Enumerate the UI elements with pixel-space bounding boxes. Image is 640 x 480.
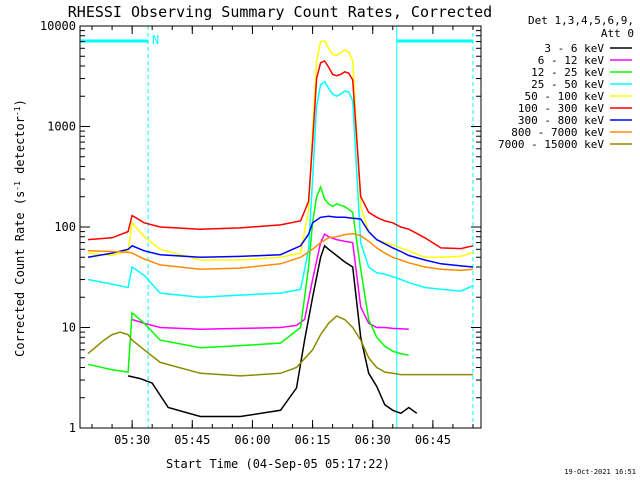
- series-line-6-12-kev: [131, 233, 409, 331]
- y-tick-label: 10: [62, 321, 76, 335]
- legend-label: 50 - 100 keV: [525, 90, 605, 103]
- x-tick-label: 05:30: [114, 433, 150, 447]
- x-tick-label: 05:45: [174, 433, 210, 447]
- night-interval-markers: [79, 26, 474, 428]
- legend-header-line1: Det 1,3,4,5,6,9,: [528, 14, 634, 27]
- x-tick-label: 06:45: [415, 433, 451, 447]
- series-line-50-100-kev: [87, 40, 474, 261]
- y-tick-label: 10000: [40, 19, 76, 33]
- y-tick-label: 1000: [47, 120, 76, 134]
- y-tick-label: 1: [69, 421, 76, 435]
- y-axis: 1 10 100 1000 10000: [40, 19, 481, 435]
- series-line-3-6-kev: [127, 244, 418, 418]
- annotation-n: N: [152, 33, 159, 47]
- series-line-100-300-kev: [87, 59, 474, 250]
- legend-label: 3 - 6 keV: [544, 42, 604, 55]
- series-line-12-25-kev: [87, 184, 409, 373]
- series-line-300-800-kev: [87, 215, 474, 268]
- series-line-800-7000-kev: [87, 232, 474, 272]
- series-line-7000-15000-kev: [87, 315, 473, 377]
- x-tick-label: 06:30: [355, 433, 391, 447]
- legend-label: 300 - 800 keV: [518, 114, 604, 127]
- y-tick-label: 100: [54, 220, 76, 234]
- plot-frame: [79, 25, 482, 429]
- x-tick-label: 06:00: [234, 433, 270, 447]
- timestamp: 19-Oct-2021 16:51: [564, 468, 636, 476]
- series-line-25-50-kev: [87, 80, 474, 298]
- x-tick-label: 06:15: [295, 433, 331, 447]
- legend-label: 800 - 7000 keV: [511, 126, 604, 139]
- legend-label: 7000 - 15000 keV: [498, 138, 604, 151]
- chart-title: RHESSI Observing Summary Count Rates, Co…: [68, 3, 492, 21]
- x-axis: 05:30 05:45 06:00 06:15 06:30 06:45: [91, 26, 474, 447]
- legend-header-line2: Att 0: [601, 27, 634, 40]
- y-axis-label: Corrected Count Rate (s-1 detector-1): [13, 99, 28, 357]
- series-lines: [87, 40, 474, 418]
- legend-label: 100 - 300 keV: [518, 102, 604, 115]
- legend-label: 6 - 12 keV: [538, 54, 605, 67]
- legend-label: 12 - 25 keV: [531, 66, 604, 79]
- legend-label: 25 - 50 keV: [531, 78, 604, 91]
- x-axis-label: Start Time (04-Sep-05 05:17:22): [166, 457, 390, 471]
